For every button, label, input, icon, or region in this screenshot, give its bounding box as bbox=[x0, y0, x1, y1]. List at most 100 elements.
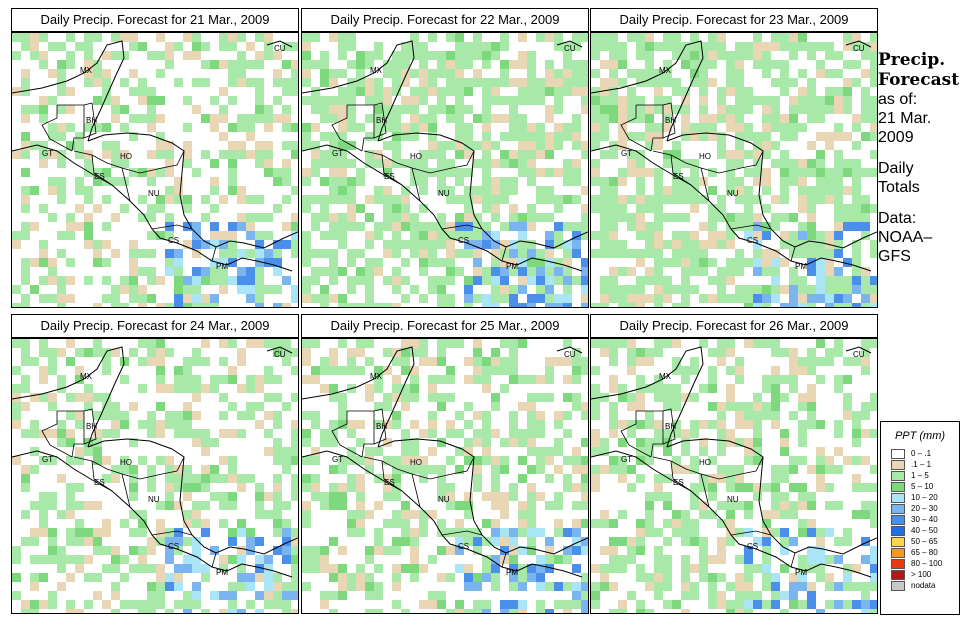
precip-cell bbox=[273, 348, 282, 357]
precip-cell bbox=[690, 69, 699, 78]
precip-cell bbox=[509, 150, 518, 159]
precip-cell bbox=[320, 366, 329, 375]
precip-cell bbox=[852, 510, 861, 519]
precip-cell bbox=[329, 465, 338, 474]
precip-map: MX BH GT HO ES NU CS PM CU bbox=[11, 338, 299, 614]
precip-cell bbox=[654, 348, 663, 357]
precip-cell bbox=[834, 600, 843, 609]
precip-cell bbox=[753, 51, 762, 60]
precip-cell bbox=[509, 294, 518, 303]
precip-cell bbox=[320, 195, 329, 204]
precip-cell bbox=[365, 285, 374, 294]
precip-cell bbox=[825, 528, 834, 537]
precip-cell bbox=[870, 393, 877, 402]
precip-cell bbox=[834, 384, 843, 393]
precip-cell bbox=[48, 591, 57, 600]
precip-cell bbox=[825, 105, 834, 114]
precip-cell bbox=[609, 105, 618, 114]
precip-cell bbox=[627, 366, 636, 375]
precip-cell bbox=[302, 231, 311, 240]
precip-cell bbox=[509, 528, 518, 537]
precip-cell bbox=[383, 348, 392, 357]
precip-cell bbox=[329, 150, 338, 159]
precip-cell bbox=[690, 231, 699, 240]
precip-cell bbox=[807, 303, 816, 307]
precip-cell bbox=[84, 51, 93, 60]
precip-cell bbox=[75, 42, 84, 51]
precip-cell bbox=[192, 501, 201, 510]
precip-cell bbox=[246, 294, 255, 303]
precip-cell bbox=[852, 60, 861, 69]
precip-cell bbox=[291, 528, 298, 537]
precip-cell bbox=[482, 537, 491, 546]
precip-cell bbox=[609, 186, 618, 195]
precip-cell bbox=[663, 393, 672, 402]
precip-cell bbox=[282, 456, 291, 465]
precip-cell bbox=[572, 60, 581, 69]
precip-cell bbox=[843, 600, 852, 609]
precip-cell bbox=[861, 339, 870, 348]
precip-cell bbox=[708, 600, 717, 609]
precip-cell bbox=[282, 159, 291, 168]
precip-cell bbox=[84, 42, 93, 51]
precip-cell bbox=[771, 213, 780, 222]
precip-cell bbox=[807, 411, 816, 420]
precip-cell bbox=[572, 591, 581, 600]
precip-cell bbox=[102, 546, 111, 555]
precip-cell bbox=[156, 168, 165, 177]
precip-cell bbox=[102, 168, 111, 177]
precip-cell bbox=[129, 600, 138, 609]
precip-cell bbox=[789, 510, 798, 519]
precip-cell bbox=[762, 132, 771, 141]
precip-cell bbox=[428, 114, 437, 123]
precip-cell bbox=[771, 222, 780, 231]
precip-cell bbox=[762, 60, 771, 69]
precip-cell bbox=[374, 231, 383, 240]
precip-cell bbox=[201, 447, 210, 456]
precip-cell bbox=[446, 267, 455, 276]
precip-cell bbox=[446, 375, 455, 384]
precip-cell bbox=[798, 456, 807, 465]
precip-cell bbox=[762, 564, 771, 573]
precip-cell bbox=[518, 33, 527, 42]
precip-cell bbox=[554, 411, 563, 420]
precip-cell bbox=[111, 96, 120, 105]
precip-cell bbox=[302, 438, 311, 447]
precip-cell bbox=[545, 294, 554, 303]
precip-cell bbox=[816, 42, 825, 51]
precip-cell bbox=[419, 294, 428, 303]
precip-cell bbox=[825, 141, 834, 150]
precip-cell bbox=[591, 402, 600, 411]
precip-cell bbox=[147, 429, 156, 438]
precip-cell bbox=[320, 294, 329, 303]
precip-cell bbox=[618, 105, 627, 114]
precip-cell bbox=[843, 456, 852, 465]
legend-entry: 10 – 20 bbox=[881, 492, 959, 503]
precip-cell bbox=[30, 609, 39, 613]
precip-cell bbox=[834, 303, 843, 307]
precip-cell bbox=[356, 276, 365, 285]
precip-cell bbox=[834, 267, 843, 276]
precip-cell bbox=[645, 33, 654, 42]
precip-cell bbox=[192, 600, 201, 609]
precip-cell bbox=[852, 168, 861, 177]
precip-cell bbox=[192, 222, 201, 231]
precip-map: MX BH GT HO ES NU CS PM CU bbox=[590, 338, 878, 614]
precip-cell bbox=[591, 123, 600, 132]
precip-cell bbox=[572, 159, 581, 168]
precip-cell bbox=[581, 276, 588, 285]
precip-cell bbox=[861, 411, 870, 420]
legend-entry: > 100 bbox=[881, 569, 959, 580]
precip-cell bbox=[320, 51, 329, 60]
precip-cell bbox=[491, 348, 500, 357]
precip-cell bbox=[554, 69, 563, 78]
precip-cell bbox=[798, 285, 807, 294]
precip-cell bbox=[165, 42, 174, 51]
precip-cell bbox=[237, 150, 246, 159]
precip-cell bbox=[807, 582, 816, 591]
precip-cell bbox=[93, 591, 102, 600]
precip-cell bbox=[75, 204, 84, 213]
precip-cell bbox=[518, 60, 527, 69]
precip-cell bbox=[861, 231, 870, 240]
precip-cell bbox=[419, 204, 428, 213]
